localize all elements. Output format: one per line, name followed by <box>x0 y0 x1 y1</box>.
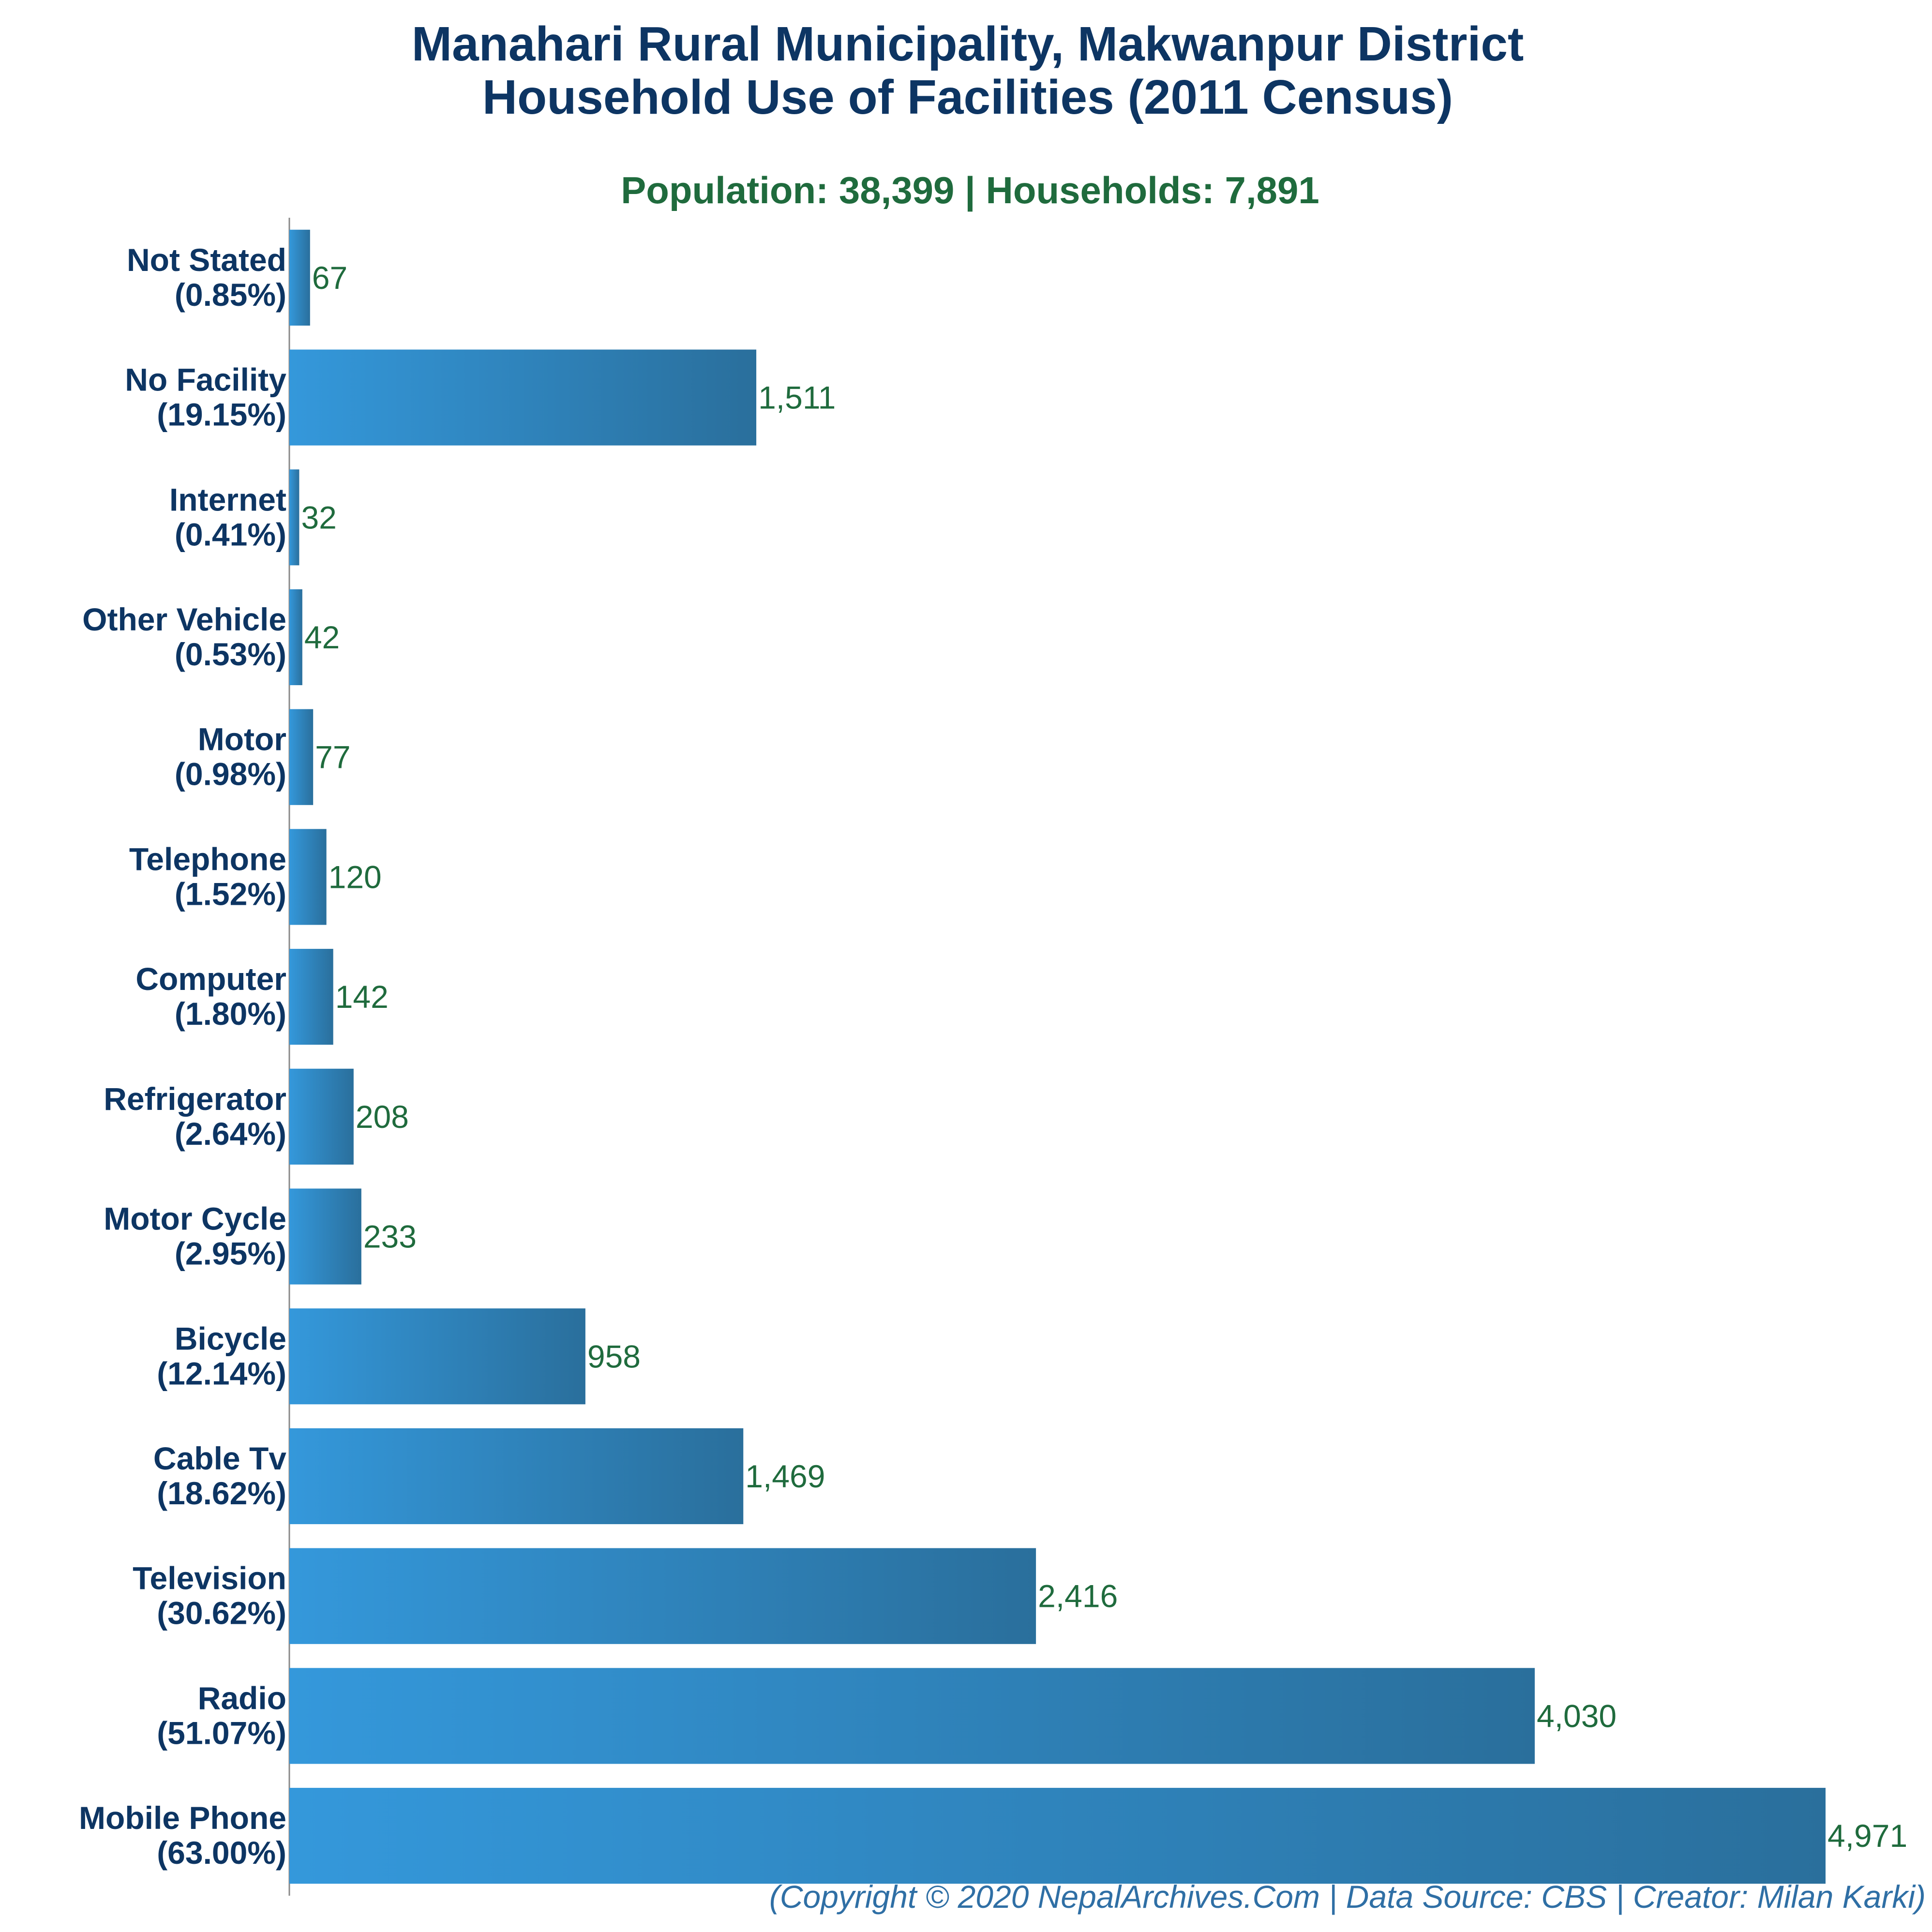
category-label: Mobile Phone <box>79 1800 286 1836</box>
bar-bicycle <box>289 1308 585 1405</box>
value-label: 208 <box>356 1099 409 1135</box>
category-percent-label: (12.14%) <box>157 1355 286 1391</box>
category-percent-label: (0.98%) <box>175 756 286 792</box>
category-percent-label: (63.00%) <box>157 1835 286 1871</box>
bar-motor <box>289 709 314 805</box>
value-label: 42 <box>304 619 340 655</box>
bar-motor-cycle <box>289 1188 361 1285</box>
bar-telephone <box>289 829 327 925</box>
category-percent-label: (2.64%) <box>175 1116 286 1152</box>
category-label: Internet <box>169 481 286 517</box>
value-label: 77 <box>315 739 350 775</box>
category-percent-label: (1.52%) <box>175 876 286 912</box>
value-label: 958 <box>587 1338 641 1374</box>
value-label: 4,030 <box>1537 1698 1617 1734</box>
bar-other-vehicle <box>289 589 302 686</box>
category-percent-label: (0.41%) <box>175 516 286 552</box>
bar-cable-tv <box>289 1428 744 1525</box>
bar-no-facility <box>289 349 757 446</box>
value-label: 4,971 <box>1827 1818 1907 1854</box>
category-percent-label: (30.62%) <box>157 1595 286 1631</box>
category-label: Motor Cycle <box>104 1201 286 1237</box>
chart-footer: (Copyright © 2020 NepalArchives.Com | Da… <box>769 1879 1926 1916</box>
category-percent-label: (1.80%) <box>175 996 286 1032</box>
category-label: Motor <box>198 721 286 757</box>
chart-title-line-1: Manahari Rural Municipality, Makwanpur D… <box>412 17 1524 71</box>
bar-refrigerator <box>289 1068 354 1165</box>
category-percent-label: (18.62%) <box>157 1475 286 1511</box>
category-percent-label: (19.15%) <box>157 397 286 433</box>
category-label: Cable Tv <box>153 1440 286 1476</box>
category-label: Radio <box>198 1680 286 1716</box>
category-label: Computer <box>135 961 286 997</box>
chart-subtitle: Population: 38,399 | Households: 7,891 <box>621 169 1319 211</box>
category-label: No Facility <box>125 362 286 398</box>
bar-internet <box>289 469 300 566</box>
category-label: Other Vehicle <box>82 601 286 637</box>
value-label: 32 <box>301 499 336 535</box>
value-label: 2,416 <box>1038 1578 1118 1614</box>
category-label: Telephone <box>129 841 286 877</box>
category-percent-label: (2.95%) <box>175 1236 286 1272</box>
bar-computer <box>289 949 333 1045</box>
category-label: Not Stated <box>127 242 286 278</box>
category-percent-label: (0.85%) <box>175 277 286 313</box>
category-label: Television <box>133 1560 286 1596</box>
value-label: 233 <box>363 1219 417 1255</box>
value-label: 67 <box>312 260 347 296</box>
bar-radio <box>289 1668 1535 1764</box>
value-label: 142 <box>335 979 389 1015</box>
chart-title-line-2: Household Use of Facilities (2011 Census… <box>482 70 1453 124</box>
value-label: 120 <box>329 859 382 895</box>
bar-mobile-phone <box>289 1788 1826 1884</box>
category-percent-label: (51.07%) <box>157 1715 286 1751</box>
value-label: 1,469 <box>745 1458 825 1494</box>
value-label: 1,511 <box>758 380 836 416</box>
bar-not-stated <box>289 229 310 326</box>
category-label: Bicycle <box>175 1320 286 1356</box>
category-percent-label: (0.53%) <box>175 636 286 672</box>
category-label: Refrigerator <box>104 1081 286 1117</box>
bar-television <box>289 1548 1036 1644</box>
